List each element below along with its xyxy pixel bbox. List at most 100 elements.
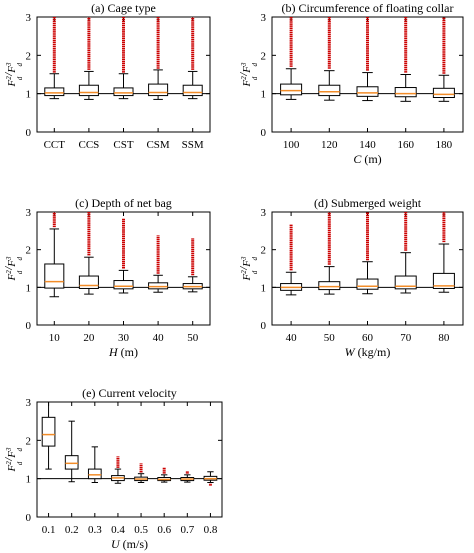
x-tick-label: CST bbox=[113, 139, 133, 151]
x-tick-label: 120 bbox=[321, 139, 338, 151]
x-tick-label: 30 bbox=[118, 332, 130, 344]
box bbox=[113, 87, 134, 97]
y-tick-label: 2 bbox=[26, 50, 32, 62]
y-tick-label: 2 bbox=[261, 50, 267, 62]
panel-e: (e) Current velocity 0 1 2 3 F2 d/F3 d 0.1 0.2 0.3… bbox=[3, 386, 223, 551]
y-tick-label: 0 bbox=[261, 320, 267, 332]
box-group bbox=[280, 224, 303, 296]
y-tick-label: 2 bbox=[261, 245, 267, 257]
chart-title: (b) Circumference of floating collar bbox=[282, 1, 454, 15]
box-group bbox=[134, 463, 148, 483]
box bbox=[148, 282, 169, 290]
box-group bbox=[41, 401, 56, 470]
x-tick-label: 100 bbox=[283, 139, 300, 151]
y-axis-label: F2 d/F3 d bbox=[238, 62, 259, 88]
box bbox=[41, 416, 56, 447]
box-group bbox=[64, 420, 79, 483]
x-axis-label: W (kg/m) bbox=[345, 345, 391, 359]
box bbox=[432, 87, 455, 99]
box-group bbox=[318, 17, 341, 101]
box bbox=[78, 84, 99, 97]
y-tick-label: 1 bbox=[26, 282, 32, 294]
y-tick-label: 2 bbox=[26, 245, 32, 257]
box-group bbox=[113, 218, 134, 294]
y-tick-label: 3 bbox=[261, 12, 267, 24]
panel-c: (c) Depth of net bag 0 1 2 3 F2 d/F3 d 10 20 30 40 5… bbox=[3, 196, 211, 359]
box bbox=[318, 281, 341, 291]
x-tick-label: 0.5 bbox=[134, 524, 148, 536]
chart-title: (e) Current velocity bbox=[82, 386, 177, 400]
box-group bbox=[356, 17, 379, 102]
x-tick-label: 0.3 bbox=[88, 524, 102, 536]
x-axis-label: C (m) bbox=[353, 152, 381, 166]
x-tick-label: 80 bbox=[438, 332, 450, 344]
box-group bbox=[432, 212, 455, 293]
panel-d: (d) Submerged weight 0 1 2 3 F2 d/F3 d 40 50 60 70 8… bbox=[238, 196, 464, 359]
x-tick-label: 0.2 bbox=[65, 524, 79, 536]
box-group bbox=[148, 235, 169, 293]
y-tick-label: 0 bbox=[261, 127, 267, 139]
box bbox=[113, 280, 134, 290]
x-tick-label: SSM bbox=[182, 139, 204, 151]
box-group bbox=[157, 467, 172, 483]
x-tick-label: 10 bbox=[49, 332, 61, 344]
box-group bbox=[180, 471, 195, 483]
x-tick-label: 50 bbox=[187, 332, 199, 344]
box bbox=[318, 84, 341, 97]
y-axis-label: F2 d/F3 d bbox=[3, 447, 24, 473]
y-tick-label: 0 bbox=[26, 512, 32, 524]
box-group bbox=[113, 17, 134, 100]
x-tick-label: 20 bbox=[83, 332, 95, 344]
x-tick-label: 0.6 bbox=[157, 524, 171, 536]
y-tick-label: 1 bbox=[261, 282, 267, 294]
box bbox=[44, 263, 65, 289]
x-tick-label: 160 bbox=[397, 139, 414, 151]
box bbox=[87, 468, 102, 480]
x-tick-label: CCT bbox=[44, 139, 66, 151]
chart-title: (c) Depth of net bag bbox=[75, 196, 172, 210]
y-tick-label: 0 bbox=[26, 320, 32, 332]
box-group bbox=[280, 17, 303, 100]
box bbox=[44, 87, 65, 97]
box-group bbox=[182, 17, 203, 100]
y-tick-label: 1 bbox=[261, 89, 267, 101]
y-tick-label: 1 bbox=[26, 89, 32, 101]
x-axis-label: H (m) bbox=[108, 345, 138, 359]
y-tick-label: 3 bbox=[26, 397, 32, 409]
box bbox=[64, 455, 79, 470]
x-tick-label: 0.1 bbox=[42, 524, 56, 536]
y-tick-label: 3 bbox=[26, 12, 32, 24]
panel-a: (a) Cage type 0 1 2 3 F2 d/F3 d CCT CCS CST CSM SSM bbox=[3, 1, 211, 151]
box-group bbox=[87, 446, 102, 483]
y-tick-label: 2 bbox=[26, 435, 32, 447]
box bbox=[148, 83, 169, 97]
x-tick-label: 50 bbox=[324, 332, 336, 344]
box-group bbox=[44, 212, 65, 298]
box-group bbox=[182, 238, 203, 293]
box bbox=[78, 275, 99, 289]
plot-frame bbox=[36, 401, 223, 518]
box bbox=[394, 87, 417, 98]
y-axis-label: F2 d/F3 d bbox=[238, 256, 259, 282]
y-tick-label: 3 bbox=[26, 207, 32, 219]
box-group bbox=[203, 471, 218, 486]
box-group bbox=[78, 17, 99, 100]
box bbox=[356, 86, 379, 97]
box-group bbox=[111, 456, 125, 484]
y-axis-label: F2 d/F3 d bbox=[3, 256, 24, 282]
box bbox=[356, 278, 379, 290]
y-axis-label: F2 d/F3 d bbox=[3, 62, 24, 88]
box-group bbox=[356, 212, 379, 295]
x-tick-label: 0.4 bbox=[111, 524, 125, 536]
x-tick-label: CCS bbox=[79, 139, 100, 151]
box bbox=[182, 84, 203, 97]
y-tick-label: 3 bbox=[261, 207, 267, 219]
x-tick-label: 40 bbox=[286, 332, 298, 344]
box-group bbox=[318, 212, 341, 295]
box-group bbox=[148, 17, 169, 100]
chart-title: (d) Submerged weight bbox=[314, 196, 422, 210]
x-tick-label: 60 bbox=[362, 332, 374, 344]
chart-title: (a) Cage type bbox=[91, 1, 156, 15]
x-tick-label: 0.7 bbox=[180, 524, 194, 536]
